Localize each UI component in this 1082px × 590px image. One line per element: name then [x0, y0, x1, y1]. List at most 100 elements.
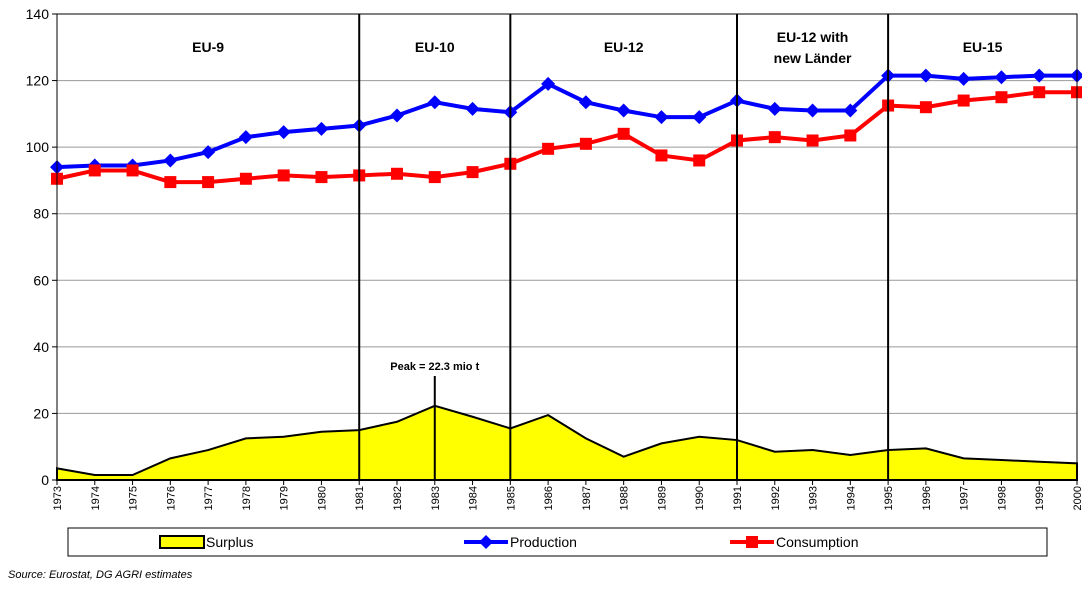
period-label: EU-15 — [963, 39, 1003, 55]
y-tick-label: 20 — [33, 405, 49, 421]
marker — [692, 110, 707, 125]
marker — [390, 108, 404, 123]
x-tick-label: 1986 — [543, 486, 555, 510]
marker — [427, 95, 442, 110]
legend-box — [67, 527, 1048, 557]
y-tick-label: 140 — [26, 6, 50, 22]
marker — [126, 164, 139, 177]
x-tick-label: 1987 — [581, 486, 593, 510]
plot-frame — [56, 13, 1078, 481]
x-tick-label: 1979 — [279, 486, 291, 510]
x-tick-label: 1978 — [241, 486, 253, 510]
marker — [919, 101, 932, 114]
marker — [693, 154, 706, 167]
marker — [844, 129, 857, 142]
x-tick-label: 1977 — [203, 486, 215, 510]
marker — [578, 95, 593, 110]
x-tick-label: 1995 — [883, 486, 895, 510]
series-line — [56, 73, 1077, 170]
legend-marker — [479, 535, 493, 549]
x-tick-label: 1993 — [808, 486, 820, 510]
marker — [465, 101, 480, 116]
x-tick-label: 1980 — [316, 486, 328, 510]
x-tick-label: 1974 — [90, 486, 102, 510]
marker — [957, 94, 970, 107]
marker — [617, 127, 630, 140]
y-tick-label: 120 — [26, 73, 50, 89]
marker — [616, 103, 631, 118]
marker — [163, 153, 178, 168]
marker — [768, 131, 781, 144]
marker — [277, 169, 290, 182]
x-tick-label: 1992 — [770, 486, 782, 510]
period-label: EU-12 — [604, 39, 644, 55]
x-tick-label: 1991 — [732, 486, 744, 510]
marker — [466, 166, 479, 179]
x-tick-label: 1982 — [392, 486, 404, 510]
x-tick-label: 1976 — [165, 486, 177, 510]
marker — [201, 145, 216, 160]
marker — [918, 68, 933, 83]
plot-area — [57, 14, 1077, 480]
x-tick-label: 1984 — [468, 486, 480, 510]
legend-label: Surplus — [206, 534, 253, 550]
marker — [314, 121, 329, 136]
marker — [995, 91, 1008, 104]
marker — [238, 130, 253, 145]
marker — [541, 76, 556, 91]
marker — [1032, 68, 1047, 83]
y-tick-label: 60 — [33, 272, 49, 288]
legend-swatch — [159, 535, 205, 549]
y-tick-label: 80 — [33, 206, 49, 222]
period-label: EU-12 with — [777, 29, 849, 45]
y-tick-label: 100 — [26, 139, 50, 155]
x-tick-label: 1975 — [128, 486, 140, 510]
y-tick-label: 0 — [41, 472, 49, 488]
annotation-text: Peak = 22.3 mio t — [390, 361, 479, 373]
x-tick-label: 2000 — [1072, 486, 1082, 510]
x-tick-label: 1998 — [996, 486, 1008, 510]
marker — [1033, 86, 1046, 99]
marker — [164, 176, 177, 189]
period-label: EU-10 — [415, 39, 455, 55]
marker — [655, 149, 668, 162]
legend-label: Production — [510, 534, 577, 550]
marker — [1070, 68, 1082, 83]
marker — [276, 125, 291, 140]
x-tick-label: 1985 — [505, 486, 517, 510]
marker — [654, 110, 669, 125]
marker — [239, 172, 252, 185]
period-label: EU-9 — [192, 39, 224, 55]
marker — [202, 176, 215, 189]
x-tick-label: 1994 — [845, 486, 857, 510]
x-tick-label: 1973 — [52, 486, 64, 510]
marker — [391, 167, 403, 180]
marker — [315, 171, 328, 184]
series-line — [56, 90, 1077, 185]
x-tick-label: 1988 — [619, 486, 631, 510]
x-tick-label: 1999 — [1034, 486, 1046, 510]
marker — [806, 134, 819, 147]
x-tick-label: 1981 — [354, 486, 366, 510]
surplus-area — [56, 404, 1078, 481]
marker — [579, 137, 592, 150]
marker — [88, 164, 101, 177]
x-tick-label: 1996 — [921, 486, 933, 510]
x-tick-label: 1983 — [430, 486, 442, 510]
legend-label: Consumption — [776, 534, 859, 550]
marker — [805, 103, 820, 118]
marker — [767, 101, 782, 116]
marker — [956, 71, 971, 86]
period-label: new Länder — [774, 50, 852, 66]
marker — [542, 142, 555, 155]
marker — [994, 70, 1009, 85]
y-tick-label: 40 — [33, 339, 49, 355]
legend-marker — [746, 536, 758, 548]
x-tick-label: 1989 — [656, 486, 668, 510]
marker — [428, 171, 441, 184]
x-tick-label: 1990 — [694, 486, 706, 510]
source-note: Source: Eurostat, DG AGRI estimates — [8, 569, 193, 581]
x-tick-label: 1997 — [959, 486, 971, 510]
marker — [843, 103, 858, 118]
